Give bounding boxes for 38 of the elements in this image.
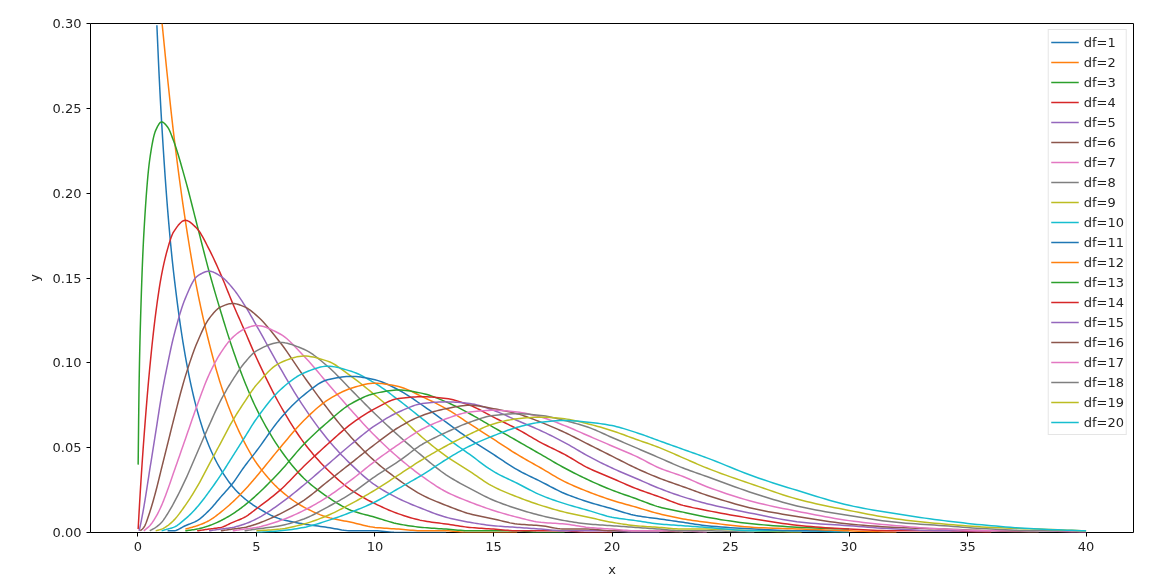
- y-tick-label: 0.25: [52, 100, 82, 116]
- x-tick-label: 40: [1077, 538, 1095, 554]
- legend-label: df=2: [1083, 53, 1116, 72]
- y-tick-label: 0.30: [52, 16, 82, 31]
- y-axis-title: y: [26, 273, 42, 282]
- legend-label: df=9: [1083, 193, 1116, 212]
- y-tick-label: 0.00: [52, 525, 82, 540]
- x-tick-label: 30: [840, 538, 858, 554]
- legend-label: df=3: [1083, 73, 1116, 92]
- legend-label: df=1: [1083, 33, 1116, 52]
- legend-label: df=10: [1083, 213, 1124, 232]
- x-axis-title: x: [608, 561, 617, 577]
- x-tick-label: 0: [133, 538, 143, 554]
- x-tick-label: 35: [959, 538, 976, 554]
- legend-label: df=16: [1083, 333, 1124, 352]
- y-tick-label: 0.20: [52, 185, 82, 201]
- legend-label: df=14: [1083, 293, 1124, 312]
- legend-label: df=8: [1083, 173, 1116, 192]
- legend-label: df=4: [1083, 93, 1116, 112]
- legend-label: df=18: [1083, 373, 1124, 392]
- legend-label: df=19: [1083, 393, 1124, 412]
- x-tick-label: 25: [722, 538, 739, 554]
- legend-label: df=12: [1083, 253, 1124, 272]
- legend-label: df=6: [1083, 133, 1116, 152]
- legend-label: df=7: [1083, 153, 1116, 172]
- y-tick-label: 0.10: [52, 355, 82, 371]
- legend-label: df=11: [1083, 233, 1124, 252]
- x-tick-label: 20: [603, 538, 621, 554]
- x-tick-label: 5: [252, 538, 261, 554]
- x-tick-label: 10: [366, 538, 384, 554]
- y-tick-label: 0.05: [52, 440, 82, 456]
- y-tick-label: 0.15: [52, 270, 82, 286]
- legend-label: df=20: [1083, 413, 1124, 432]
- legend-label: df=5: [1083, 113, 1116, 132]
- legend-label: df=15: [1083, 313, 1124, 332]
- legend-label: df=17: [1083, 353, 1124, 372]
- legend-label: df=13: [1083, 273, 1124, 292]
- x-tick-label: 15: [485, 538, 502, 554]
